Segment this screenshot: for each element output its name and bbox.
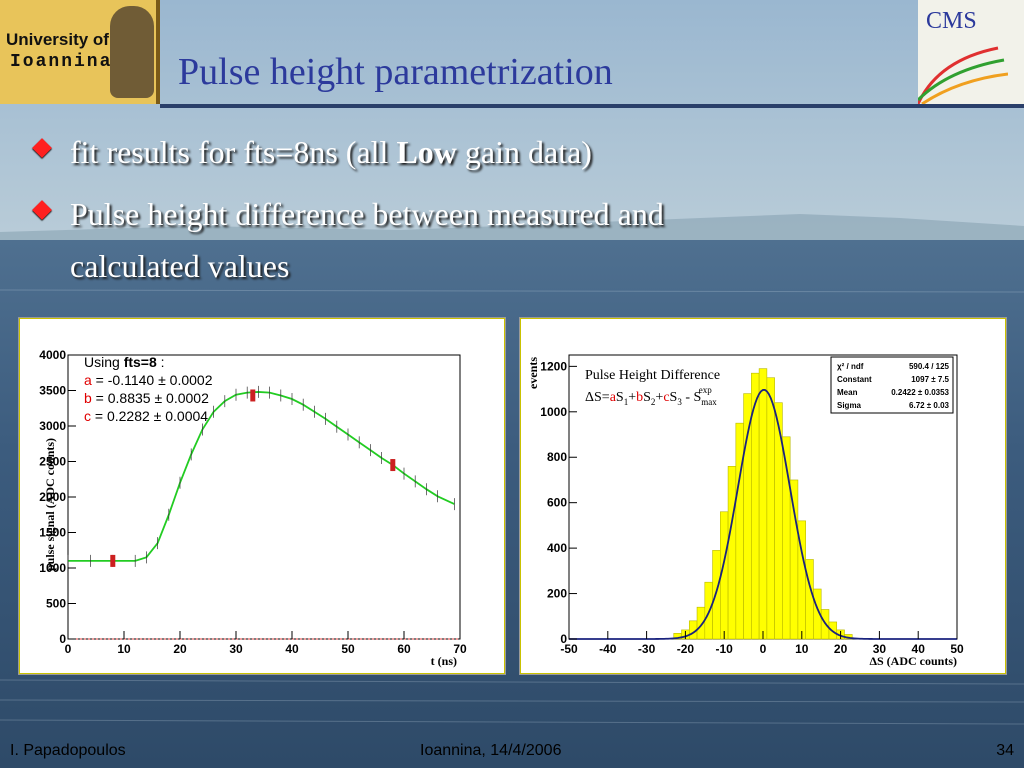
stats-value: 6.72 ± 0.03 [909, 401, 950, 410]
histogram-title: Pulse Height Difference [585, 368, 720, 383]
university-logo: University of Ioannina [0, 0, 160, 104]
cms-tracks-icon [918, 46, 1008, 104]
cms-logo: CMS [918, 0, 1024, 104]
x-tick-label: -30 [638, 642, 656, 656]
y-tick-label: 500 [46, 597, 66, 611]
bullet-2: Pulse height difference between measured… [0, 188, 1024, 292]
slide-title: Pulse height parametrization [178, 51, 613, 93]
x-tick-label: 20 [834, 642, 848, 656]
legend-param-a: a = -0.1140 ± 0.0002 [84, 372, 213, 388]
bullet-1: fit results for fts=8ns (all Low gain da… [0, 126, 1024, 178]
x-tick-label: -50 [560, 642, 578, 656]
bullet-1-text-bold: Low [396, 134, 457, 170]
y-tick-label: 3000 [39, 419, 66, 433]
y-axis-label: pulse signal (ADC counts) [43, 438, 57, 571]
x-axis-label: ΔS (ADC counts) [869, 654, 957, 668]
stats-label: χ² / ndf [837, 362, 864, 371]
y-tick-label: 1200 [540, 359, 567, 373]
y-tick-label: 200 [547, 587, 567, 601]
slide-footer: I. Papadopoulos Ioannina, 14/4/2006 34 [0, 738, 1024, 768]
y-tick-label: 0 [560, 632, 567, 646]
footer-author: I. Papadopoulos [10, 742, 126, 759]
stats-value: 1097 ± 7.5 [911, 375, 949, 384]
x-tick-label: 40 [285, 642, 299, 656]
pulse-fit-chart: 0 10 20 30 40 50 60 70 0 500 1000 1500 2000 2500 3000 3… [39, 348, 467, 668]
stats-value: 590.4 / 125 [909, 362, 950, 371]
pulse-diff-histogram-panel: -50 -40 -30 -20 -10 0 10 20 30 40 50 0 200 400 600 800 1… [520, 318, 1006, 674]
pulse-fit-chart-panel: 0 10 20 30 40 50 60 70 0 500 1000 1500 2000 2500 3000 3… [19, 318, 505, 674]
logo-text-ioannina: Ioannina [10, 52, 113, 72]
histogram-bar [766, 377, 775, 640]
x-tick-label: 0 [760, 642, 767, 656]
y-tick-label: 800 [547, 450, 567, 464]
logo-text-university: University of [6, 30, 109, 49]
measured-point [390, 459, 396, 472]
x-tick-label: -10 [716, 642, 734, 656]
x-tick-label: 40 [912, 642, 926, 656]
histogram-bar [758, 368, 768, 640]
x-tick-label: 30 [229, 642, 243, 656]
pulse-diff-histogram: -50 -40 -30 -20 -10 0 10 20 30 40 50 0 200 400 600 800 1… [526, 354, 964, 668]
x-tick-label: 50 [950, 642, 964, 656]
footer-page-number: 34 [996, 742, 1014, 759]
diamond-bullet-icon [32, 138, 52, 158]
y-tick-label: 600 [547, 496, 567, 510]
title-divider [160, 104, 1024, 108]
legend-using: Using fts=8 : [84, 354, 165, 370]
fit-legend: Using fts=8 : a = -0.1140 ± 0.0002 b = 0… [84, 354, 213, 424]
x-tick-label: 60 [397, 642, 411, 656]
bullet-1-text-pre: fit results for fts=8ns (all [70, 134, 397, 170]
stats-label: Sigma [837, 401, 862, 410]
x-tick-label: 10 [117, 642, 131, 656]
stats-box: χ² / ndf 590.4 / 125 Constant 1097 ± 7.5 Mea… [830, 356, 954, 414]
y-tick-label: 1500 [39, 526, 66, 540]
x-axis-label: t (ns) [431, 654, 457, 668]
measured-point [250, 389, 256, 402]
y-tick-label: 0 [59, 632, 66, 646]
x-tick-label: -20 [677, 642, 695, 656]
plot-frame [67, 354, 461, 640]
gaussian-fit-curve [569, 389, 957, 640]
histogram-bar [727, 466, 737, 640]
x-tick-label: 0 [65, 642, 72, 656]
y-tick-label: 1000 [540, 405, 567, 419]
y-tick-label: 2500 [39, 455, 66, 469]
histogram-bar [712, 550, 721, 640]
x-tick-label: 20 [173, 642, 187, 656]
stats-box-frame [830, 356, 954, 414]
diamond-bullet-icon [32, 200, 52, 220]
histogram-bar [789, 479, 799, 640]
x-tick-label: 50 [341, 642, 355, 656]
stats-value: 0.2422 ± 0.0353 [891, 388, 949, 397]
legend-param-c: c = 0.2282 ± 0.0004 [84, 408, 208, 424]
legend-param-b: b = 0.8835 ± 0.0002 [84, 390, 209, 406]
x-tick-label: 30 [873, 642, 887, 656]
x-tick-label: 70 [453, 642, 467, 656]
bullet-1-text-post: gain data) [456, 134, 592, 170]
x-tick-label: -40 [599, 642, 617, 656]
y-tick-label: 4000 [39, 348, 66, 362]
footer-place-date: Ioannina, 14/4/2006 [420, 742, 562, 759]
y-axis-label: events [526, 357, 540, 389]
measured-point [110, 554, 116, 567]
stats-label: Constant [837, 375, 872, 384]
histogram-bar [735, 422, 744, 640]
stats-label: Mean [837, 388, 858, 397]
bullet-2-line-1: Pulse height difference between measured… [70, 196, 664, 232]
owl-icon [110, 6, 154, 98]
y-tick-label: 400 [547, 541, 567, 555]
y-tick-label: 1000 [39, 561, 66, 575]
y-tick-label: 2000 [39, 490, 66, 504]
x-tick-label: 10 [795, 642, 809, 656]
cms-logo-text: CMS [926, 8, 977, 34]
y-tick-label: 3500 [39, 384, 66, 398]
bullet-2-line-2: calculated values [70, 248, 290, 284]
